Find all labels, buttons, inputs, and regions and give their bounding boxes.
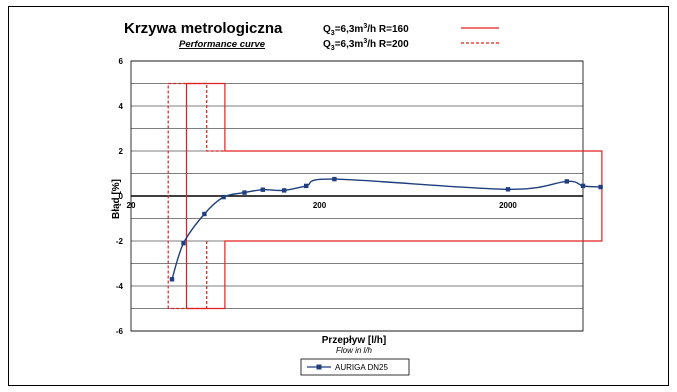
chart-subtitle: Performance curve (179, 39, 266, 50)
performance-chart: Krzywa metrologiczna Performance curve Q… (111, 20, 603, 376)
data-point (181, 241, 186, 246)
data-point (332, 176, 337, 182)
data-point (564, 179, 569, 184)
y-tick-label: 6 (119, 57, 124, 66)
y-axis-title: Błąd [%] (111, 179, 122, 219)
chart-frame: Krzywa metrologiczna Performance curve Q… (8, 6, 669, 386)
x-tick-label: 20 (127, 201, 136, 210)
y-tick-label: -2 (116, 237, 124, 246)
limit-envelope-r200 (167, 82, 225, 309)
series-legend-label: AURIGA DN25 (335, 363, 388, 372)
series-legend-box (300, 358, 410, 376)
x-tick-labels: 20 200 2000 (127, 201, 518, 210)
data-point (505, 187, 511, 192)
data-point (202, 211, 207, 217)
x-axis-subtitle: Flow in l/h (336, 346, 373, 355)
y-tick-label: -6 (116, 327, 124, 336)
data-point (169, 277, 175, 282)
data-point (282, 188, 287, 193)
data-point (304, 183, 309, 189)
y-tick-label: 0 (119, 192, 124, 201)
series-group (169, 176, 603, 282)
x-axis-title: Przepływ [l/h] (322, 335, 386, 346)
series-legend: AURIGA DN25 (300, 358, 410, 376)
x-tick-label: 200 (313, 201, 327, 210)
limit-legend-label-r160: Q3=6,3m3/h R=160 (323, 23, 409, 37)
y-tick-labels: 6 4 2 0 -2 -4 -6 (116, 57, 124, 336)
limit-legend: Q3=6,3m3/h R=160 Q3=6,3m3/h R=200 (323, 23, 499, 52)
limit-legend-label-r200: Q3=6,3m3/h R=200 (323, 38, 409, 52)
y-tick-label: 2 (119, 147, 124, 156)
chart-title: Krzywa metrologiczna (124, 20, 283, 37)
data-point (221, 194, 226, 200)
data-point (598, 184, 603, 190)
y-tick-label: -4 (116, 282, 124, 291)
limit-envelope-r200 (168, 241, 208, 310)
x-tick-label: 2000 (499, 201, 517, 210)
limit-envelopes (167, 82, 603, 310)
data-point (580, 183, 586, 189)
data-point (242, 190, 247, 195)
series-legend-marker (316, 364, 322, 370)
data-point (260, 187, 265, 192)
y-tick-label: 4 (119, 102, 124, 111)
